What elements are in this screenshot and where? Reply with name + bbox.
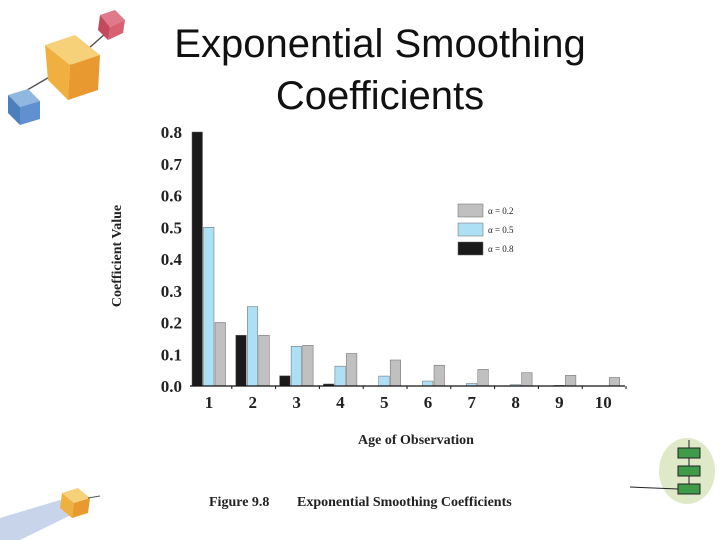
bar-8-alpha-02 [521, 372, 533, 387]
legend-swatch [457, 241, 484, 256]
y-tick-label: 0.1 [161, 345, 182, 364]
x-axis-ticks: 1 2 3 4 5 6 7 8 9 10 [205, 386, 627, 412]
bar-1-alpha-08 [191, 131, 203, 387]
legend-label: α = 0.2 [488, 206, 514, 216]
chart-legend: α = 0.2 α = 0.5 α = 0.8 [457, 203, 514, 256]
bar-4-alpha-05 [334, 365, 346, 387]
x-tick-label: 4 [336, 393, 345, 412]
x-tick-label: 7 [468, 393, 477, 412]
slide-title: Exponential Smoothing Coefficients [120, 18, 640, 122]
legend-swatch [457, 203, 484, 218]
cubes-clipart-icon [8, 10, 125, 125]
bar-9-alpha-02 [565, 375, 577, 387]
flowchart-clipart-icon [630, 438, 715, 504]
y-tick-label: 0.6 [161, 187, 182, 206]
bar-4-alpha-02 [346, 353, 358, 387]
y-axis-label: Coefficient Value [110, 205, 125, 307]
bar-6-alpha-02 [433, 364, 445, 387]
bar-1-alpha-02 [214, 322, 226, 387]
bar-2-alpha-02 [258, 334, 270, 387]
figure-caption-text: Exponential Smoothing Coefficients [297, 495, 512, 510]
y-tick-label: 0.3 [161, 282, 182, 301]
bar-5-alpha-02 [389, 359, 401, 387]
bars-group [191, 131, 620, 387]
bar-3-alpha-05 [290, 346, 302, 387]
bar-3-alpha-08 [279, 375, 291, 387]
bar-1-alpha-05 [203, 227, 215, 387]
y-tick-label: 0.2 [161, 314, 182, 333]
legend-swatch [457, 222, 484, 237]
bar-7-alpha-02 [477, 369, 489, 387]
bar-2-alpha-08 [235, 334, 247, 387]
y-tick-label: 0.7 [161, 155, 183, 174]
slide-title-line2: Coefficients [275, 74, 485, 118]
bar-3-alpha-02 [302, 345, 314, 387]
x-tick-label: 3 [292, 393, 301, 412]
x-tick-label: 6 [424, 393, 433, 412]
bar-10-alpha-02 [608, 377, 620, 387]
hand-cube-clipart-icon [0, 488, 100, 540]
y-tick-label: 0.5 [161, 218, 182, 237]
y-tick-label: 0.8 [161, 123, 182, 142]
y-tick-label: 0.0 [161, 377, 182, 396]
figure-caption-number: Figure 9.8 [209, 495, 269, 510]
bar-2-alpha-05 [247, 306, 259, 387]
x-tick-label: 2 [249, 393, 258, 412]
bar-5-alpha-05 [378, 375, 390, 387]
x-tick-label: 5 [380, 393, 389, 412]
x-tick-label: 1 [205, 393, 214, 412]
y-tick-label: 0.4 [161, 250, 183, 269]
x-axis-label: Age of Observation [358, 433, 474, 448]
bar-6-alpha-05 [422, 380, 434, 387]
x-tick-label: 8 [511, 393, 520, 412]
y-axis-ticks: 0.0 0.1 0.2 0.3 0.4 0.5 0.6 0.7 0.8 [161, 123, 183, 396]
x-tick-label: 9 [555, 393, 564, 412]
legend-label: α = 0.5 [488, 225, 514, 235]
legend-label: α = 0.8 [488, 244, 514, 254]
slide-title-line1: Exponential Smoothing [174, 22, 586, 66]
x-tick-label: 10 [595, 393, 612, 412]
